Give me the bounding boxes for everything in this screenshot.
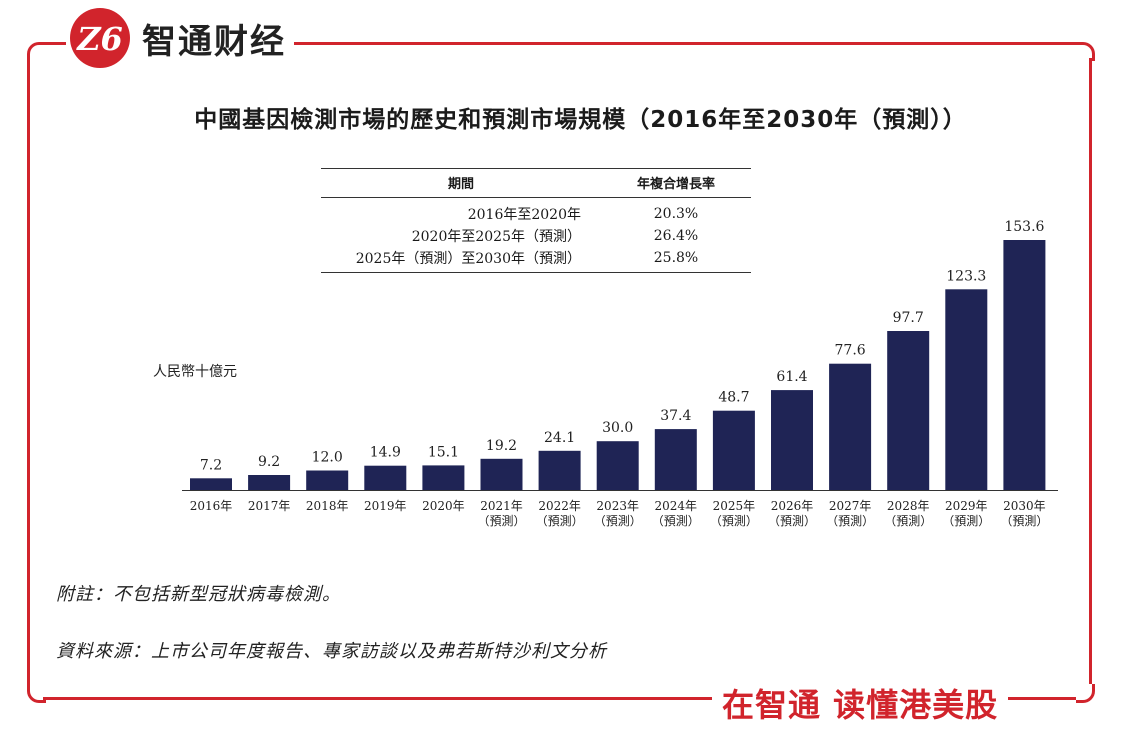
x-tick-label: 2022年: [538, 499, 581, 513]
x-tick-sublabel: （預測）: [594, 514, 642, 528]
cagr-period: 2025年（預測）至2030年（預測）: [321, 247, 601, 273]
x-tick-sublabel: （預測）: [884, 514, 932, 528]
x-tick-sublabel: （預測）: [826, 514, 874, 528]
table-row: 2016年至2020年 20.3%: [321, 198, 751, 226]
cagr-rate: 20.3%: [653, 206, 699, 222]
bar-2029年: [945, 289, 988, 490]
y-axis-unit-label: 人民幣十億元: [153, 364, 237, 380]
x-tick-label: 2017年: [248, 499, 291, 513]
bar-2016年: [190, 478, 232, 490]
bar-2026年: [771, 390, 813, 490]
bar-2023年: [596, 441, 639, 490]
bar-2022年: [538, 450, 581, 490]
bar-value-label: 30.0: [602, 420, 633, 436]
frame-corner: [1076, 42, 1095, 61]
x-tick-sublabel: （預測）: [1000, 514, 1048, 528]
footnote: 附註：不包括新型冠狀病毒檢測。: [56, 584, 341, 605]
x-tick-label: 2018年: [306, 499, 349, 513]
bar-2019年: [364, 465, 407, 490]
frame-corner: [27, 684, 46, 703]
x-tick-label: 2023年: [596, 499, 639, 513]
cagr-rate: 25.8%: [601, 247, 751, 273]
x-tick-sublabel: （預測）: [710, 514, 758, 528]
bar-value-label: 7.2: [200, 457, 222, 473]
x-tick-label: 2027年: [829, 499, 872, 513]
x-tick-label: 2025年: [713, 499, 756, 513]
bar-2024年: [654, 429, 697, 490]
bar-value-label: 61.4: [776, 369, 807, 385]
frame-right: [1089, 58, 1092, 684]
bar-2018年: [306, 470, 349, 490]
x-tick-sublabel: （預測）: [768, 514, 816, 528]
source-note: 資料來源：上市公司年度報告、專家訪談以及弗若斯特沙利文分析: [56, 641, 607, 662]
bar-value-label: 153.6: [1004, 219, 1044, 235]
frame-corner: [1076, 684, 1095, 703]
bar-2020年: [422, 465, 465, 490]
frame-top-right: [290, 42, 1076, 45]
brand-logo: Z6 智通财经: [66, 8, 294, 68]
bar-2030年: [1003, 240, 1046, 490]
logo-mark-icon: Z6: [70, 8, 130, 68]
brand-slogan: 在智通 读懂港美股: [712, 680, 1009, 726]
x-tick-sublabel: （預測）: [652, 514, 700, 528]
bar-value-label: 12.0: [312, 450, 343, 466]
frame-left: [27, 58, 30, 684]
x-tick-label: 2028年: [887, 499, 930, 513]
cagr-header-rate: 年複合增長率: [601, 168, 751, 198]
bar-value-label: 19.2: [486, 438, 517, 454]
x-tick-sublabel: （預測）: [477, 514, 525, 528]
cagr-period: 2016年至2020年: [467, 207, 581, 223]
bar-value-label: 97.7: [893, 310, 924, 326]
bar-2017年: [248, 475, 291, 490]
cagr-header-period: 期間: [321, 168, 601, 198]
frame-bottom: [43, 697, 1076, 700]
cagr-table: 期間 年複合增長率 2016年至2020年 20.3% 2020年至2025年（…: [321, 168, 751, 273]
bar-2025年: [712, 410, 755, 490]
bar-value-label: 24.1: [544, 430, 575, 446]
x-tick-label: 2030年: [1003, 499, 1046, 513]
bar-value-label: 14.9: [370, 445, 401, 461]
frame-corner: [27, 42, 46, 61]
x-tick-label: 2019年: [364, 499, 407, 513]
x-tick-sublabel: （預測）: [942, 514, 990, 528]
bar-value-label: 48.7: [718, 390, 749, 406]
brand-name: 智通财经: [142, 21, 286, 62]
table-row: 2020年至2025年（預測） 26.4%: [321, 225, 751, 247]
x-tick-sublabel: （預測）: [536, 514, 584, 528]
bar-value-label: 15.1: [428, 444, 459, 460]
bar-value-label: 123.3: [946, 268, 986, 284]
table-row: 2025年（預測）至2030年（預測） 25.8%: [321, 247, 751, 273]
bar-2021年: [480, 458, 523, 491]
bar-value-label: 9.2: [258, 454, 280, 470]
logo-mark-text: Z6: [75, 20, 123, 58]
x-tick-label: 2029年: [945, 499, 988, 513]
x-tick-label: 2026年: [771, 499, 814, 513]
frame-top-left: [43, 42, 83, 45]
chart-title: 中國基因檢測市場的歷史和預測市場規模（2016年至2030年（預測））: [194, 107, 967, 133]
bar-value-label: 77.6: [835, 343, 866, 359]
cagr-period: 2020年至2025年（預測）: [411, 229, 581, 245]
x-tick-label: 2021年: [480, 499, 523, 513]
x-tick-label: 2024年: [655, 499, 698, 513]
bar-2028年: [887, 331, 930, 490]
cagr-rate: 26.4%: [653, 228, 699, 244]
bar-value-label: 37.4: [660, 408, 691, 424]
x-tick-label: 2016年: [190, 499, 233, 513]
x-tick-label: 2020年: [422, 499, 465, 513]
bar-2027年: [829, 363, 872, 490]
